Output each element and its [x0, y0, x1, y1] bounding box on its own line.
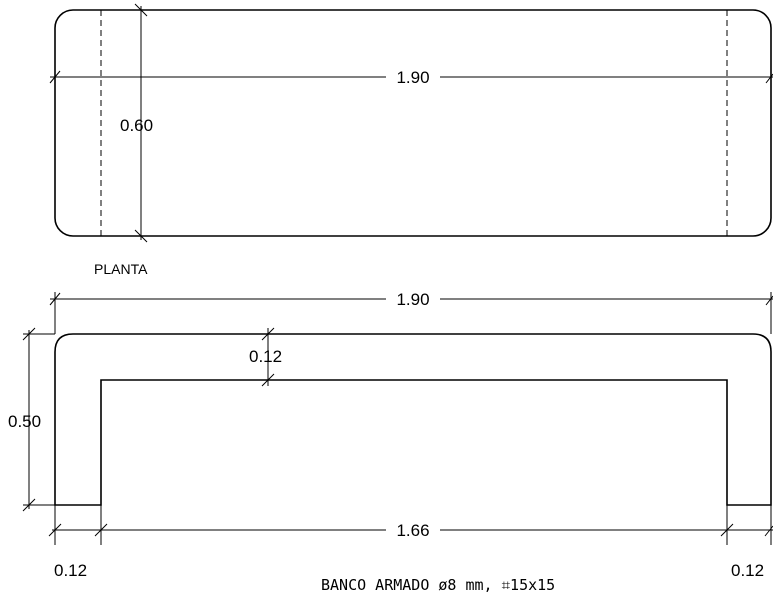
plan-width-label: 0.60 — [120, 116, 153, 135]
plan-width-dimension — [134, 3, 148, 243]
elevation-leg-right-label: 0.12 — [731, 561, 764, 580]
elevation-length-dimension — [49, 292, 773, 334]
elevation-inner-length-label: 1.66 — [396, 521, 429, 540]
drawing-caption: BANCO ARMADO ø8 mm, ⌗15x15 — [321, 576, 555, 594]
elevation-leg-left-label: 0.12 — [54, 561, 87, 580]
plan-length-dimension — [49, 70, 773, 84]
elevation-inner-dimension — [48, 505, 773, 545]
elevation-length-label: 1.90 — [396, 290, 429, 309]
elevation-height-label: 0.50 — [8, 412, 41, 431]
plan-title: PLANTA — [94, 261, 148, 277]
plan-length-label: 1.90 — [396, 68, 429, 87]
elevation-thickness-label: 0.12 — [249, 347, 282, 366]
plan-outline — [54, 9, 772, 237]
plan-view — [54, 9, 772, 237]
elevation-height-dimension — [22, 327, 55, 512]
elevation-outline — [54, 333, 772, 506]
elevation-thickness-dimension — [261, 327, 275, 387]
